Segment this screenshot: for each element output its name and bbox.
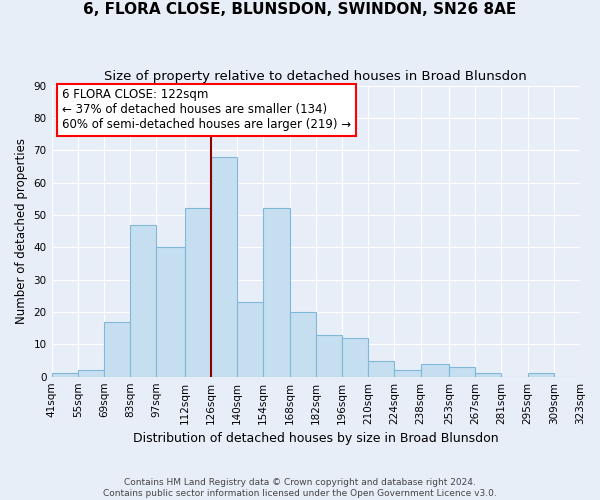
Bar bbox=[527, 374, 554, 376]
Bar bbox=[421, 364, 449, 376]
Bar bbox=[130, 224, 157, 376]
Text: 6, FLORA CLOSE, BLUNSDON, SWINDON, SN26 8AE: 6, FLORA CLOSE, BLUNSDON, SWINDON, SN26 … bbox=[83, 2, 517, 18]
Bar bbox=[342, 338, 368, 376]
X-axis label: Distribution of detached houses by size in Broad Blunsdon: Distribution of detached houses by size … bbox=[133, 432, 499, 445]
Bar bbox=[475, 374, 501, 376]
Bar bbox=[394, 370, 421, 376]
Title: Size of property relative to detached houses in Broad Blunsdon: Size of property relative to detached ho… bbox=[104, 70, 527, 83]
Text: 6 FLORA CLOSE: 122sqm
← 37% of detached houses are smaller (134)
60% of semi-det: 6 FLORA CLOSE: 122sqm ← 37% of detached … bbox=[62, 88, 351, 132]
Bar bbox=[211, 156, 237, 376]
Bar bbox=[316, 334, 342, 376]
Bar bbox=[104, 322, 130, 376]
Bar bbox=[580, 374, 600, 376]
Bar bbox=[52, 374, 78, 376]
Bar bbox=[157, 248, 185, 376]
Y-axis label: Number of detached properties: Number of detached properties bbox=[15, 138, 28, 324]
Bar bbox=[263, 208, 290, 376]
Bar bbox=[237, 302, 263, 376]
Text: Contains HM Land Registry data © Crown copyright and database right 2024.
Contai: Contains HM Land Registry data © Crown c… bbox=[103, 478, 497, 498]
Bar bbox=[290, 312, 316, 376]
Bar bbox=[78, 370, 104, 376]
Bar bbox=[368, 360, 394, 376]
Bar bbox=[185, 208, 211, 376]
Bar bbox=[449, 367, 475, 376]
